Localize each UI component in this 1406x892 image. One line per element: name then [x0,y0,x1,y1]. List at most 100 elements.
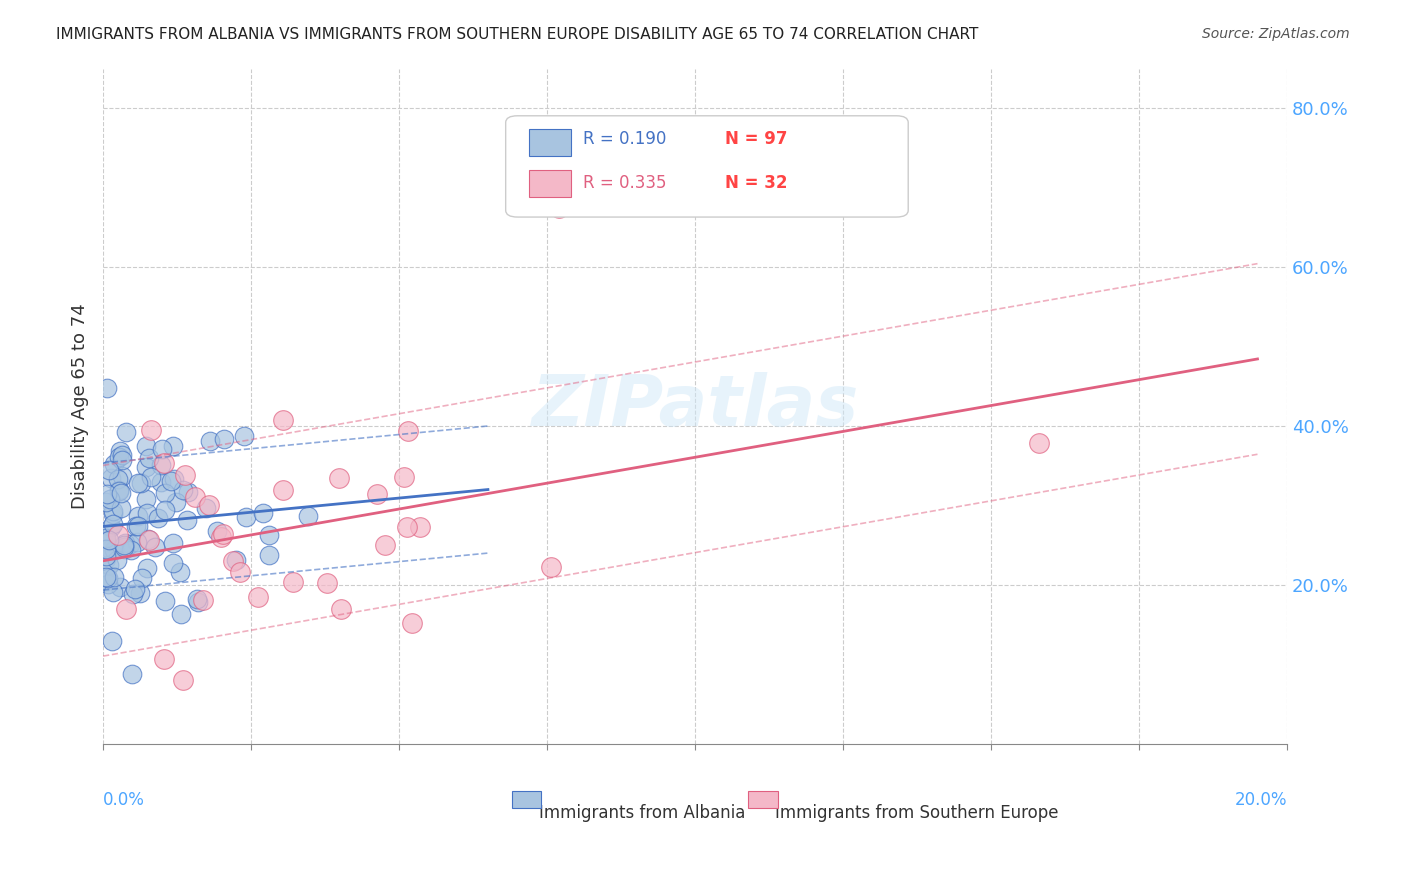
Point [98,541,121,556]
Point [103,570,125,584]
Point [235,510,257,524]
Text: Source: ZipAtlas.com: Source: ZipAtlas.com [1202,27,1350,41]
Point [143,540,166,554]
Point [94,531,117,545]
Point [548,201,571,215]
Point [172,483,194,497]
Point [105,552,128,566]
Y-axis label: Disability Age 65 to 74: Disability Age 65 to 74 [72,303,89,509]
Point [153,503,176,517]
Point [374,538,396,552]
Point [120,543,142,558]
Point [330,602,353,616]
Text: Immigrants from Southern Europe: Immigrants from Southern Europe [754,805,1059,822]
Text: N = 32: N = 32 [724,174,787,193]
Point [169,565,191,579]
Point [127,534,149,549]
Point [135,459,157,474]
Point [271,483,294,498]
Text: 0.0%: 0.0% [103,791,145,809]
Point [136,506,159,520]
Point [409,520,432,534]
Point [94,533,117,548]
Point [184,490,207,504]
Point [165,495,187,509]
Point [257,548,280,562]
Point [138,533,160,547]
Point [94,541,117,556]
Point [1028,436,1050,450]
Point [328,471,350,485]
Point [153,456,176,470]
Point [135,492,157,507]
Point [114,536,136,550]
Point [141,470,163,484]
Text: ZIPatlas: ZIPatlas [531,372,859,441]
Point [163,472,186,486]
Text: 20.0%: 20.0% [1234,791,1286,809]
Point [131,571,153,585]
Point [155,594,177,608]
Point [257,528,280,542]
Point [100,471,122,485]
Point [176,513,198,527]
Point [366,487,388,501]
Point [108,450,131,464]
Point [127,508,149,523]
Point [170,607,193,621]
Point [225,552,247,566]
Point [186,592,208,607]
Point [96,570,118,584]
FancyBboxPatch shape [529,169,571,197]
Point [115,602,138,616]
Point [396,424,419,438]
Point [101,507,124,521]
Text: R = 0.190: R = 0.190 [582,130,666,148]
Point [153,652,176,666]
Point [271,413,294,427]
Point [103,543,125,558]
Point [162,557,184,571]
Point [172,673,194,687]
Point [162,439,184,453]
Point [96,487,118,501]
Point [229,566,252,580]
FancyBboxPatch shape [748,791,778,808]
Text: IMMIGRANTS FROM ALBANIA VS IMMIGRANTS FROM SOUTHERN EUROPE DISABILITY AGE 65 TO : IMMIGRANTS FROM ALBANIA VS IMMIGRANTS FR… [56,27,979,42]
Point [174,467,197,482]
Point [98,491,121,506]
Point [110,444,132,458]
Point [112,541,135,555]
Point [101,504,124,518]
Point [160,474,183,488]
Point [540,559,562,574]
Point [94,549,117,564]
Point [153,486,176,500]
Point [115,425,138,439]
Point [121,666,143,681]
Point [94,551,117,566]
Point [281,575,304,590]
Point [136,532,159,546]
Point [205,524,228,539]
Point [103,457,125,471]
Point [122,586,145,600]
Point [111,448,134,462]
Point [247,590,270,604]
Point [212,527,235,541]
Point [233,429,256,443]
Point [96,574,118,589]
Point [297,509,319,524]
Point [96,381,118,395]
Point [107,472,129,486]
Point [107,528,129,542]
Point [96,571,118,585]
FancyBboxPatch shape [529,129,571,156]
Point [110,580,132,594]
Point [107,484,129,499]
Point [150,475,173,489]
Point [110,486,132,500]
Point [114,541,136,556]
Point [252,506,274,520]
Point [101,585,124,599]
